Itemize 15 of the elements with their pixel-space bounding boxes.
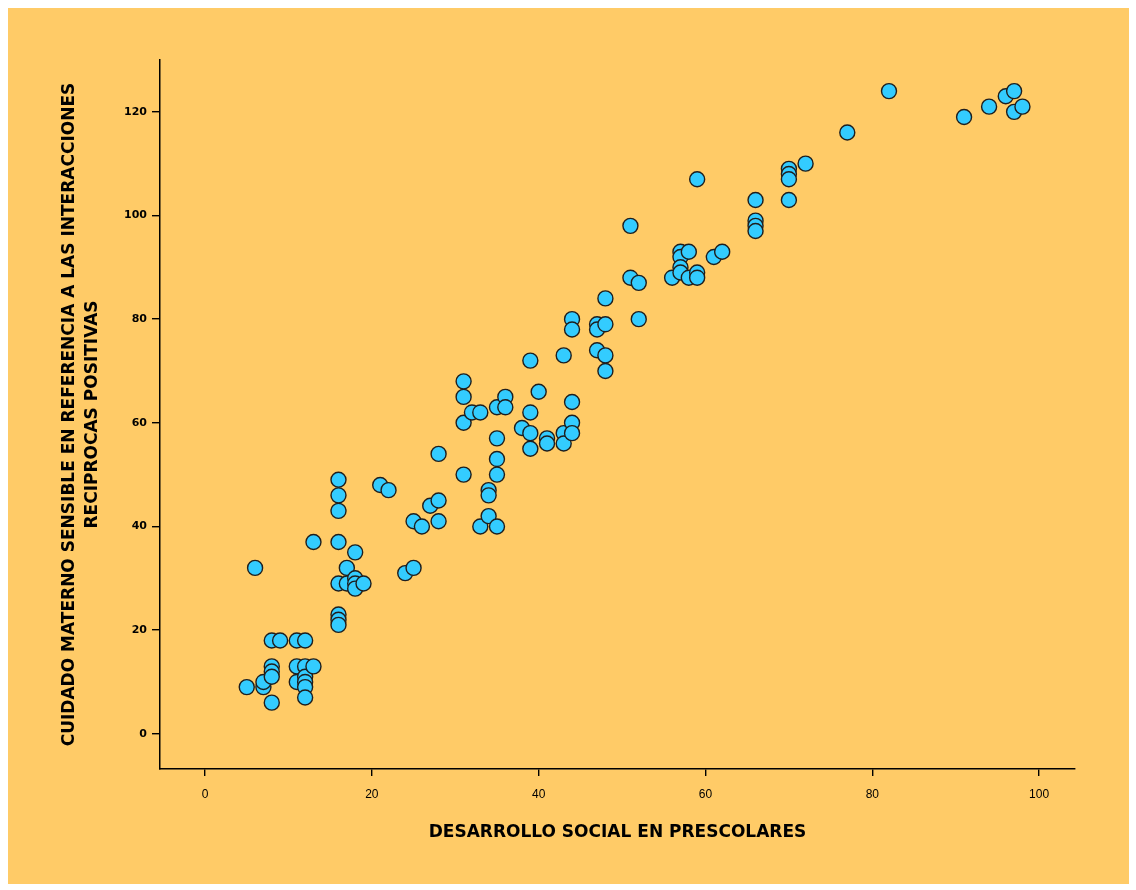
y-tick-label: 120 <box>124 104 148 118</box>
y-tick-label: 100 <box>124 208 148 222</box>
y-tick-label: 40 <box>131 519 148 533</box>
y-tick-label: 60 <box>131 415 148 429</box>
y-tick-label: 20 <box>131 622 148 636</box>
y-tick-label: 80 <box>131 312 148 325</box>
x-tick-label: 80 <box>865 786 880 801</box>
y-axis-title: CUIDADO MATERNO SENSIBLE EN REFERENCIA A LAS INTERACCIONES RECIPROCAS POSITIVAS <box>58 82 101 747</box>
y-tick-label: 0 <box>139 726 148 740</box>
x-tick-label: 0 <box>201 786 209 801</box>
x-tick-label: 40 <box>532 786 546 801</box>
x-tick-label: 100 <box>1029 786 1050 801</box>
x-tick-label: 60 <box>698 786 713 801</box>
x-axis-title: DESARROLLO SOCIAL EN PRESCOLARES <box>428 821 807 842</box>
x-tick-label: 20 <box>365 786 379 801</box>
